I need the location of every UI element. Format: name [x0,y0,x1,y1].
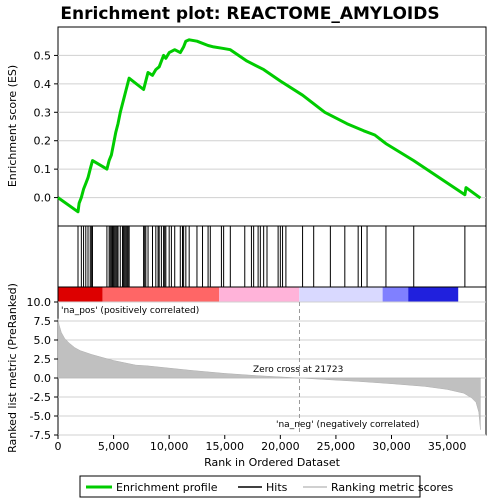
x-tick-label: 10,000 [150,440,189,453]
metric-y-axis-label: Ranked list metric (PreRanked) [6,283,19,453]
es-grid [58,54,486,199]
metric-y-tick-label: 10.0 [27,296,52,309]
es-y-tick-label: 0.1 [34,163,52,176]
es-y-tick-label: 0.5 [34,49,52,62]
heatmap-segment [299,287,383,302]
metric-y-tick-label: -5.0 [30,410,51,423]
es-plot-frame [57,26,487,227]
legend-hits-label: Hits [266,481,288,494]
x-tick-label: 0 [55,440,62,453]
metric-y-tick-label: 2.5 [34,353,52,366]
metric-y-tick-label: 0.0 [34,372,52,385]
metric-y-tick-label: -7.5 [30,429,51,442]
heatmap-panel [57,286,487,303]
enrichment-profile-line [57,38,482,214]
legend: Enrichment profile Hits Ranking metric s… [79,475,453,498]
es-y-axis-label: Enrichment score (ES) [6,65,19,187]
x-tick-label: 25,000 [317,440,356,453]
metric-x-axis: 0 5,000 10,000 15,000 20,000 25,000 30,000 35,0… [55,435,467,453]
heatmap-segment [102,287,220,302]
x-tick-label: 5,000 [98,440,130,453]
es-panel: 0.0 0.1 0.2 0.3 0.4 0.5 Enrichment score (ES) [6,26,487,227]
x-tick-label: 15,000 [206,440,245,453]
metric-y-tick-label: 7.5 [34,315,52,328]
legend-metric-label: Ranking metric scores [331,481,453,494]
ranking-metric-area [57,318,481,430]
negative-label: 'na_neg' (negatively correlated) [276,420,419,430]
metric-y-axis: 10.0 7.5 5.0 2.5 0.0 -2.5 -5.0 -7.5 [27,296,58,442]
es-y-axis: 0.0 0.1 0.2 0.3 0.4 0.5 [34,49,58,205]
hits-panel [57,225,487,288]
legend-enrichment-label: Enrichment profile [116,481,218,494]
x-tick-label: 30,000 [372,440,411,453]
heatmap-segment [58,287,103,302]
es-y-tick-label: 0.3 [34,106,52,119]
heatmap-segment [408,287,459,302]
hit-lines [77,226,466,287]
x-tick-label: 20,000 [261,440,300,453]
rank-heatmap-bar [58,287,459,302]
positive-label: 'na_pos' (positively correlated) [61,306,199,316]
heatmap-segment [382,287,409,302]
metric-y-tick-label: 5.0 [34,334,52,347]
chart-title: Enrichment plot: REACTOME_AMYLOIDS [60,4,439,24]
metric-grid [58,301,486,436]
x-axis-label: Rank in Ordered Dataset [204,456,341,469]
es-y-tick-label: 0.0 [34,192,52,205]
metric-panel: 'na_pos' (positively correlated) Zero cr… [6,283,487,469]
es-y-tick-label: 0.4 [34,78,52,91]
es-y-tick-label: 0.2 [34,135,52,148]
heatmap-segment [219,287,300,302]
metric-y-tick-label: -2.5 [30,391,51,404]
zero-cross-label: Zero cross at 21723 [253,365,343,375]
x-tick-label: 35,000 [428,440,467,453]
